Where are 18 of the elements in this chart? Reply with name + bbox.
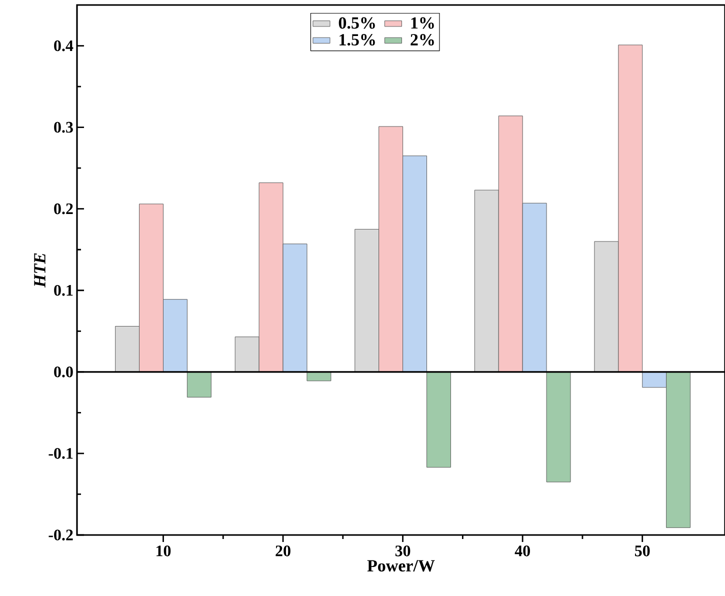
y-axis-title: HTE xyxy=(34,253,46,288)
legend-label: 1.5% xyxy=(340,34,375,46)
x-tick-label: 20 xyxy=(276,546,290,556)
y-tick-label: 0.1 xyxy=(54,284,73,296)
y-tick-label: 0.3 xyxy=(54,122,73,133)
legend-label: 2% xyxy=(410,34,434,46)
legend-label: 1% xyxy=(411,17,434,29)
y-tick-label: -0.1 xyxy=(48,448,73,459)
x-axis-title: Power/W xyxy=(367,560,435,572)
x-tick-label: 50 xyxy=(635,546,650,556)
legend-label: 0.5% xyxy=(338,17,375,29)
y-tick-label: -0.2 xyxy=(48,530,73,540)
y-tick-label: 0.0 xyxy=(54,366,73,378)
x-tick-label: 10 xyxy=(156,546,171,556)
y-tick-label: 0.2 xyxy=(54,203,73,214)
x-tick-label: 30 xyxy=(395,546,410,556)
y-tick-label: 0.4 xyxy=(54,40,74,52)
x-tick-label: 40 xyxy=(514,546,530,556)
